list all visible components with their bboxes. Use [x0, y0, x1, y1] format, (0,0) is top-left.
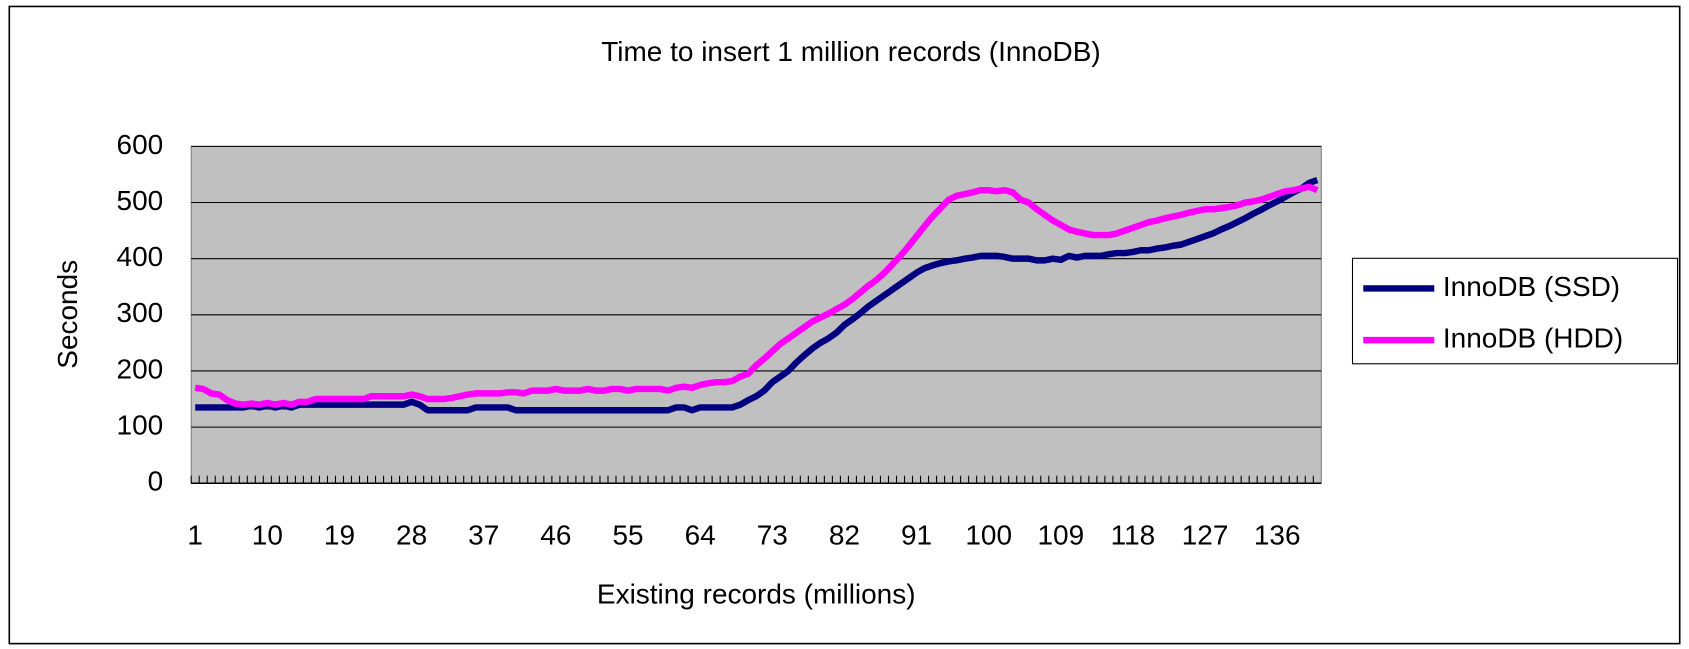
x-tick-label: 118: [1111, 519, 1156, 550]
y-tick-label: 500: [117, 185, 164, 216]
y-tick-label: 100: [117, 409, 164, 440]
x-tick-label: 19: [324, 519, 355, 550]
series-line: [195, 177, 1319, 414]
x-tick-label: 136: [1254, 519, 1301, 550]
x-tick-label: 127: [1182, 519, 1229, 550]
y-tick-label: 400: [117, 241, 164, 272]
y-tick-label: 600: [117, 129, 164, 160]
y-axis-label: Seconds: [52, 260, 83, 369]
y-tick-label: 300: [117, 297, 164, 328]
x-tick-label: 64: [685, 519, 716, 550]
x-tick-label: 82: [829, 519, 860, 550]
y-tick-label: 0: [148, 466, 164, 497]
x-axis-label: Existing records (millions): [597, 579, 916, 610]
y-tick-label: 200: [117, 353, 164, 384]
x-tick-label: 73: [757, 519, 788, 550]
legend: [1351, 257, 1679, 365]
x-tick-label: 28: [396, 519, 427, 550]
x-tick-label: 46: [540, 519, 571, 550]
x-tick-label: 91: [901, 519, 932, 550]
x-tick-label: 100: [965, 519, 1012, 550]
series-line: [194, 183, 1319, 408]
legend-label: InnoDB (HDD): [1443, 322, 1623, 353]
x-tick-label: 1: [187, 519, 203, 550]
chart-title: Time to insert 1 million records (InnoDB…: [601, 36, 1100, 67]
x-tick-label: 109: [1037, 519, 1084, 550]
x-tick-label: 10: [252, 519, 283, 550]
legend-label: InnoDB (SSD): [1443, 271, 1620, 302]
x-tick-label: 55: [612, 519, 643, 550]
x-tick-label: 37: [468, 519, 499, 550]
